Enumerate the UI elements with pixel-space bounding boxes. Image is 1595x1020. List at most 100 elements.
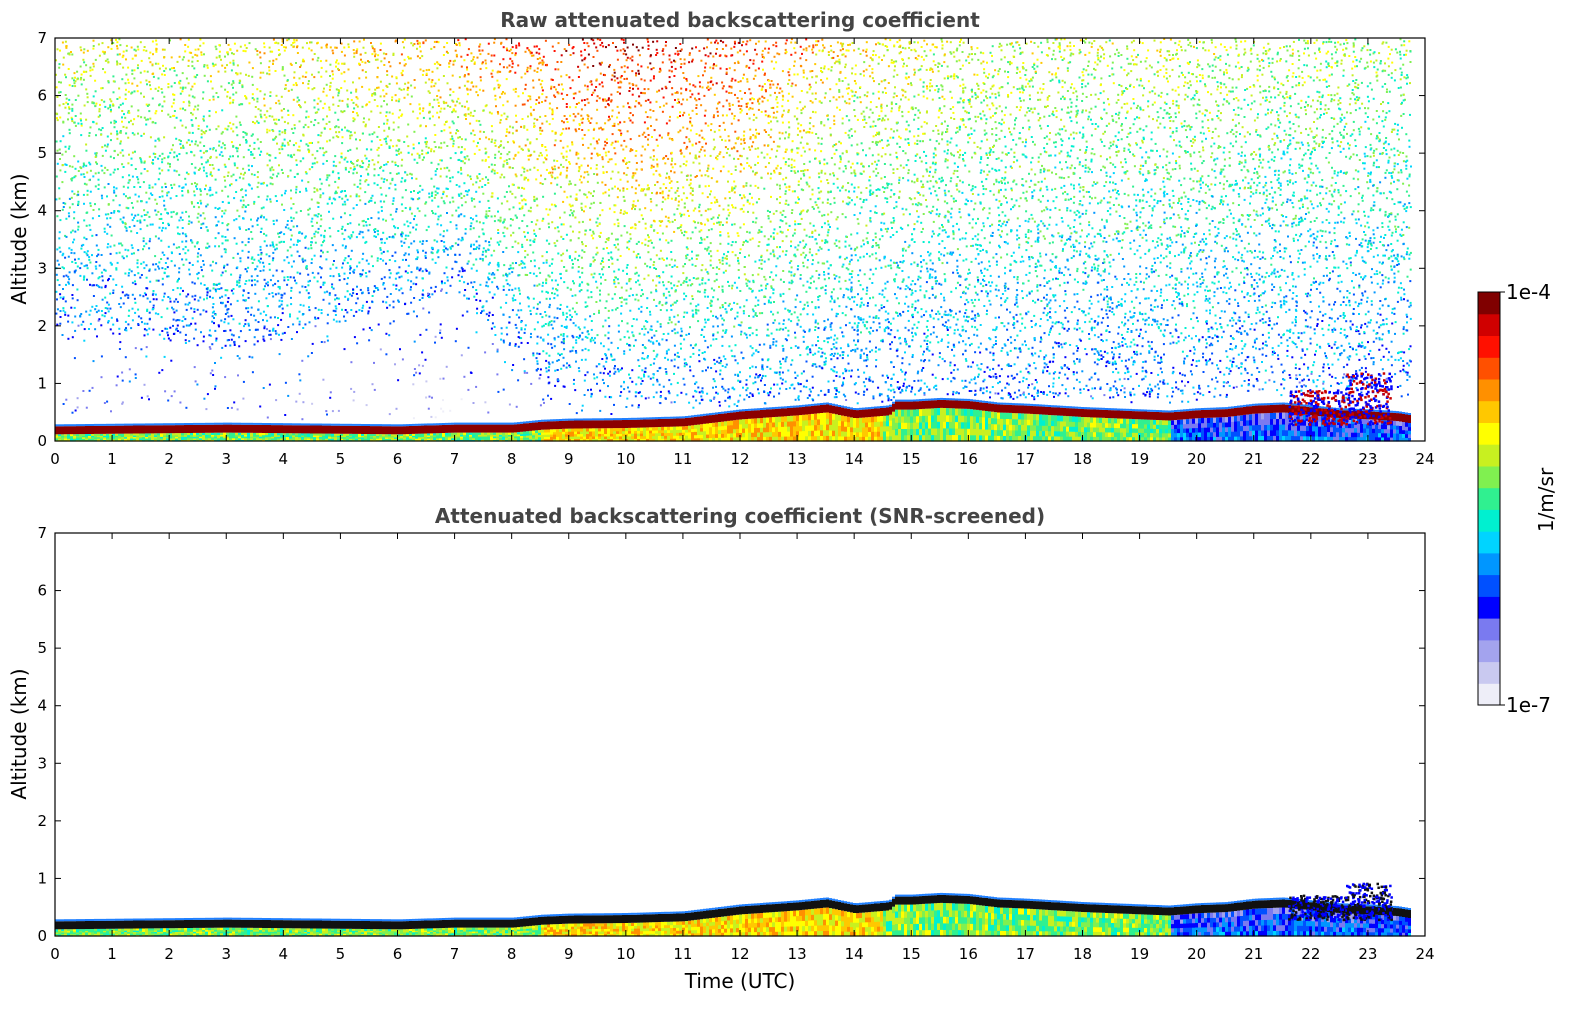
heatmap-cell: [110, 410, 112, 413]
heatmap-cell: [440, 407, 443, 410]
heatmap-cell: [70, 51, 72, 53]
heatmap-cell: [223, 321, 226, 324]
heatmap-cell: [145, 264, 148, 267]
heatmap-cell: [103, 438, 106, 441]
heatmap-cell: [237, 374, 239, 377]
heatmap-cell: [145, 433, 148, 436]
heatmap-cell: [359, 275, 362, 278]
heatmap-cell: [308, 207, 311, 210]
heatmap-cell: [91, 68, 94, 71]
heatmap-cell: [308, 142, 311, 144]
heatmap-cell: [209, 295, 211, 298]
heatmap-cell: [334, 435, 337, 438]
heatmap-cell: [196, 54, 199, 57]
heatmap-cell: [349, 423, 352, 426]
heatmap-cell: [317, 213, 320, 215]
heatmap-cell: [385, 137, 387, 140]
heatmap-cell: [398, 98, 401, 101]
heatmap-cell: [358, 195, 361, 198]
heatmap-cell: [58, 438, 61, 441]
heatmap-cell: [220, 151, 223, 154]
heatmap-cell: [373, 168, 376, 171]
heatmap-cell: [358, 261, 361, 264]
heatmap-cell: [428, 272, 431, 275]
heatmap-cell: [242, 177, 245, 180]
heatmap-cell: [331, 70, 334, 73]
heatmap-cell: [271, 292, 274, 294]
heatmap-cell: [394, 426, 397, 435]
heatmap-cell: [304, 236, 307, 239]
heatmap-cell: [263, 104, 266, 107]
heatmap-cell: [391, 202, 394, 205]
heatmap-cell: [119, 151, 122, 154]
heatmap-cell: [341, 136, 344, 139]
heatmap-cell: [302, 401, 305, 404]
heatmap-cell: [59, 293, 62, 296]
heatmap-cell: [361, 306, 364, 309]
heatmap-cell: [457, 238, 460, 241]
heatmap-cell: [163, 199, 166, 202]
heatmap-cell: [149, 88, 152, 91]
heatmap-cell: [112, 436, 115, 439]
heatmap-cell: [350, 361, 353, 364]
heatmap-cell: [296, 52, 299, 54]
heatmap-cell: [463, 148, 466, 151]
heatmap-cell: [266, 328, 268, 331]
heatmap-cell: [334, 425, 337, 434]
heatmap-cell: [172, 289, 175, 291]
heatmap-cell: [403, 424, 406, 427]
heatmap-cell: [418, 423, 421, 426]
heatmap-cell: [427, 436, 430, 439]
heatmap-cell: [176, 319, 179, 321]
heatmap-cell: [176, 60, 179, 63]
heatmap-cell: [58, 63, 61, 66]
heatmap-cell: [452, 100, 455, 103]
heatmap-cell: [226, 174, 229, 177]
heatmap-cell: [310, 425, 313, 434]
heatmap-cell: [460, 239, 463, 242]
heatmap-cell: [466, 297, 468, 300]
heatmap-cell: [59, 140, 62, 143]
heatmap-cell: [128, 368, 131, 371]
heatmap-cell: [466, 432, 469, 435]
heatmap-cell: [439, 96, 442, 99]
heatmap-cell: [388, 334, 391, 337]
heatmap-cell: [443, 250, 446, 253]
heatmap-cell: [332, 73, 334, 76]
heatmap-cell: [89, 322, 92, 325]
heatmap-cell: [490, 125, 493, 128]
heatmap-cell: [479, 53, 482, 56]
heatmap-cell: [98, 286, 101, 289]
heatmap-cell: [355, 293, 358, 295]
heatmap-cell: [214, 436, 217, 439]
heatmap-cell: [403, 426, 406, 435]
heatmap-cell: [272, 245, 275, 248]
heatmap-cell: [136, 176, 139, 179]
heatmap-cell: [463, 434, 466, 437]
heatmap-cell: [218, 56, 221, 59]
heatmap-cell: [148, 398, 150, 401]
heatmap-cell: [482, 232, 485, 235]
heatmap-cell: [290, 303, 293, 306]
heatmap-cell: [191, 65, 194, 68]
heatmap-cell: [145, 436, 148, 439]
heatmap-cell: [442, 433, 445, 436]
heatmap-cell: [98, 215, 101, 217]
heatmap-cell: [475, 145, 478, 148]
heatmap-cell: [224, 248, 227, 251]
heatmap-cell: [346, 438, 349, 441]
heatmap-cell: [65, 97, 68, 100]
heatmap-cell: [431, 293, 434, 296]
heatmap-cell: [328, 106, 331, 109]
heatmap-cell: [74, 315, 77, 318]
heatmap-cell: [392, 283, 395, 286]
heatmap-cell: [446, 253, 449, 256]
heatmap-cell: [481, 177, 484, 180]
heatmap-cell: [271, 434, 274, 437]
heatmap-cell: [97, 183, 100, 186]
heatmap-cell: [325, 436, 328, 439]
heatmap-cell: [224, 70, 227, 73]
heatmap-cell: [380, 193, 383, 196]
heatmap-cell: [415, 258, 418, 261]
heatmap-cell: [361, 60, 364, 63]
